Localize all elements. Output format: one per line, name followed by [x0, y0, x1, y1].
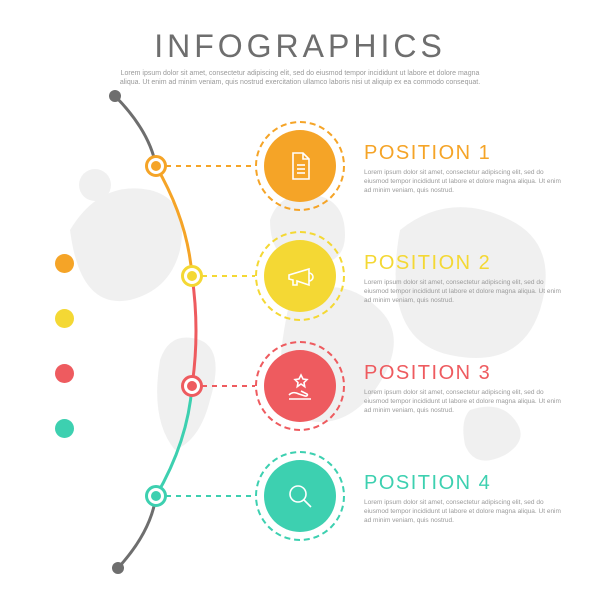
- legend-dot-1: [55, 254, 74, 273]
- legend-dot-4: [55, 419, 74, 438]
- position-title-1: POSITION 1: [364, 142, 564, 165]
- megaphone-icon: [264, 240, 336, 312]
- page-title: INFOGRAPHICS: [0, 28, 600, 65]
- legend-dot-2: [55, 309, 74, 328]
- legend-dot-3: [55, 364, 74, 383]
- header: INFOGRAPHICS Lorem ipsum dolor sit amet,…: [0, 0, 600, 88]
- position-block-4: POSITION 4 Lorem ipsum dolor sit amet, co…: [364, 472, 564, 525]
- arc-end-top: [109, 90, 121, 102]
- hand-star-icon: [264, 350, 336, 422]
- position-block-2: POSITION 2 Lorem ipsum dolor sit amet, co…: [364, 252, 564, 305]
- position-desc-3: Lorem ipsum dolor sit amet, consectetur …: [364, 389, 564, 415]
- spine-node-2: [181, 265, 203, 287]
- legend: [55, 254, 74, 474]
- spine-node-3: [181, 375, 203, 397]
- position-desc-2: Lorem ipsum dolor sit amet, consectetur …: [364, 279, 564, 305]
- position-desc-4: Lorem ipsum dolor sit amet, consectetur …: [364, 499, 564, 525]
- spine-node-4: [145, 485, 167, 507]
- arc-end-bottom: [112, 562, 124, 574]
- position-title-3: POSITION 3: [364, 362, 564, 385]
- position-title-2: POSITION 2: [364, 252, 564, 275]
- position-title-4: POSITION 4: [364, 472, 564, 495]
- magnifier-icon: [264, 460, 336, 532]
- position-block-1: POSITION 1 Lorem ipsum dolor sit amet, co…: [364, 142, 564, 195]
- page-subtitle: Lorem ipsum dolor sit amet, consectetur …: [110, 69, 490, 88]
- spine-node-1: [145, 155, 167, 177]
- position-block-3: POSITION 3 Lorem ipsum dolor sit amet, co…: [364, 362, 564, 415]
- document-icon: [264, 130, 336, 202]
- position-desc-1: Lorem ipsum dolor sit amet, consectetur …: [364, 169, 564, 195]
